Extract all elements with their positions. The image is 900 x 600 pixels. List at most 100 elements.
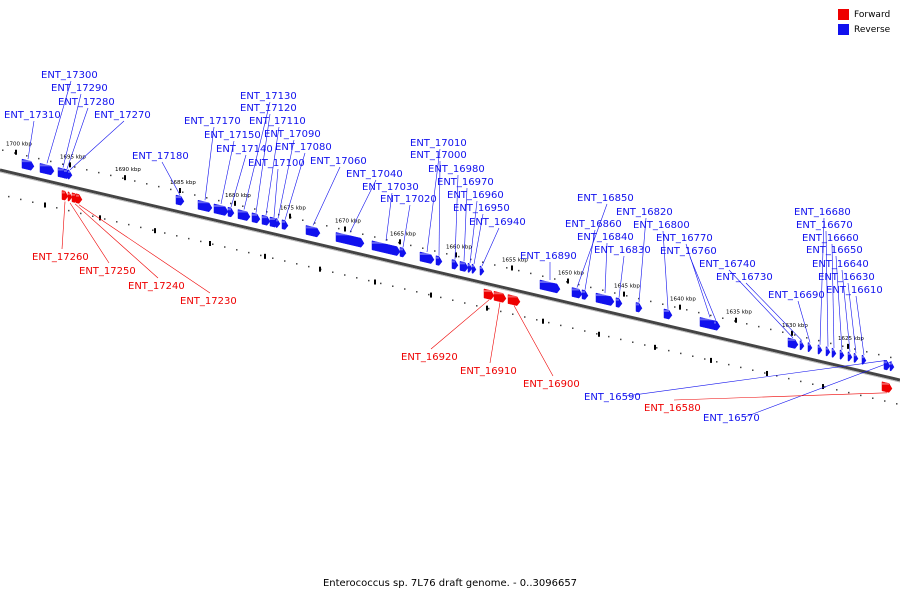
ent-16850-block[interactable] [571,287,583,299]
ent-16830-label[interactable]: ENT_16830 [594,245,651,256]
ent-16800-label[interactable]: ENT_16800 [633,220,690,231]
ent-17150-block[interactable] [213,203,229,216]
gene-arrow[interactable] [615,297,623,308]
ent-17290-label[interactable]: ENT_17290 [51,83,108,94]
gene-arrow[interactable] [197,199,213,213]
ent-16640-label[interactable]: ENT_16640 [812,259,869,270]
ent-16920-label[interactable]: ENT_16920 [401,352,458,363]
ent-16940-block[interactable] [479,265,485,276]
ent-17090-label[interactable]: ENT_17090 [264,129,321,140]
ent-16690-block[interactable] [807,342,813,353]
ent-17130-block[interactable] [237,209,251,221]
gene-arrow[interactable] [595,292,615,306]
gene-arrow[interactable] [305,225,321,238]
ent-17110-label[interactable]: ENT_17110 [249,116,306,127]
ent-16760-block[interactable] [713,320,719,331]
ent-17030-block[interactable] [371,240,401,256]
ent-17080-block[interactable] [281,219,289,230]
ent-17230-block[interactable] [75,193,83,204]
gene-arrow[interactable] [479,265,485,276]
ent-16590-label[interactable]: ENT_16590 [584,392,641,403]
ent-16940-label[interactable]: ENT_16940 [469,217,526,228]
ent-16740-label[interactable]: ENT_16740 [699,259,756,270]
ent-16900-block[interactable] [507,294,521,306]
gene-arrow[interactable] [335,232,365,248]
ent-17110-block[interactable] [261,214,271,226]
ent-16760-label[interactable]: ENT_16760 [660,246,717,257]
gene-arrow[interactable] [883,359,891,371]
ent-16580-label[interactable]: ENT_16580 [644,403,701,414]
ent-17080-label[interactable]: ENT_17080 [275,142,332,153]
ent-17090-block[interactable] [275,218,281,228]
ent-16730-label[interactable]: ENT_16730 [716,272,773,283]
gene-arrow[interactable] [175,194,185,206]
ent-16680-label[interactable]: ENT_16680 [794,207,851,218]
gene-arrow[interactable] [825,346,831,357]
gene-arrow[interactable] [799,340,805,351]
ent-17260-block[interactable] [61,190,69,201]
ent-17260-label[interactable]: ENT_17260 [32,252,89,263]
ent-17230-label[interactable]: ENT_17230 [180,296,237,307]
ent-17240-label[interactable]: ENT_17240 [128,281,185,292]
ent-16800-block[interactable] [663,308,673,320]
ent-17270-label[interactable]: ENT_17270 [94,110,151,121]
ent-16820-label[interactable]: ENT_16820 [616,207,673,218]
gene-arrow[interactable] [817,344,823,355]
ent-16660-label[interactable]: ENT_16660 [802,233,859,244]
ent-17170-block[interactable] [197,199,213,213]
gene-arrow[interactable] [663,308,673,320]
gene-arrow[interactable] [853,352,859,363]
ent-16920-block[interactable] [483,288,495,300]
gene-arrow[interactable] [435,255,443,266]
ent-16900-label[interactable]: ENT_16900 [523,379,580,390]
ent-17180-block[interactable] [175,194,185,206]
ent-16890-label[interactable]: ENT_16890 [520,251,577,262]
gene-arrow[interactable] [61,190,69,201]
ent-16740-block[interactable] [787,337,799,349]
ent-16850-label[interactable]: ENT_16850 [577,193,634,204]
ent-16610-block[interactable] [861,354,867,365]
ent-17020-label[interactable]: ENT_17020 [380,194,437,205]
ent-17270-block[interactable] [67,169,73,180]
ent-16630-label[interactable]: ENT_16630 [818,272,875,283]
ent-17250-block[interactable] [67,191,73,202]
gene-arrow[interactable] [861,354,867,365]
gene-arrow[interactable] [539,279,561,294]
ent-17130-label[interactable]: ENT_17130 [240,91,297,102]
gene-arrow[interactable] [483,288,495,300]
gene-arrow[interactable] [493,290,507,303]
ent-16910-block[interactable] [493,290,507,303]
gene-arrow[interactable] [713,320,719,331]
gene-arrow[interactable] [807,342,813,353]
ent-17100-label[interactable]: ENT_17100 [248,158,305,169]
ent-16980-label[interactable]: ENT_16980 [428,164,485,175]
ent-16660-block[interactable] [831,347,837,358]
gene-arrow[interactable] [261,214,271,226]
ent-16950-label[interactable]: ENT_16950 [453,203,510,214]
ent-16580-block[interactable] [881,381,893,393]
gene-arrow[interactable] [459,261,469,272]
ent-16570-block[interactable] [889,361,895,372]
ent-16860-label[interactable]: ENT_16860 [565,219,622,230]
ent-16970-label[interactable]: ENT_16970 [437,177,494,188]
gene-arrow[interactable] [21,158,35,171]
gene-arrow[interactable] [847,351,853,362]
ent-16910-label[interactable]: ENT_16910 [460,366,517,377]
gene-arrow[interactable] [635,302,643,313]
ent-17250-label[interactable]: ENT_17250 [79,266,136,277]
ent-17010-label[interactable]: ENT_17010 [410,138,467,149]
ent-16770-label[interactable]: ENT_16770 [656,233,713,244]
ent-17020-block[interactable] [399,247,407,258]
gene-arrow[interactable] [251,212,261,224]
ent-17000-label[interactable]: ENT_17000 [410,150,467,161]
gene-arrow[interactable] [75,193,83,204]
gene-arrow[interactable] [507,294,521,306]
ent-17030-label[interactable]: ENT_17030 [362,182,419,193]
ent-16730-block[interactable] [799,340,805,351]
ent-16860-block[interactable] [581,289,589,300]
ent-17300-block[interactable] [39,163,55,176]
ent-16820-block[interactable] [635,302,643,313]
gene-arrow[interactable] [237,209,251,221]
gene-arrow[interactable] [275,218,281,228]
ent-16610-label[interactable]: ENT_16610 [826,285,883,296]
